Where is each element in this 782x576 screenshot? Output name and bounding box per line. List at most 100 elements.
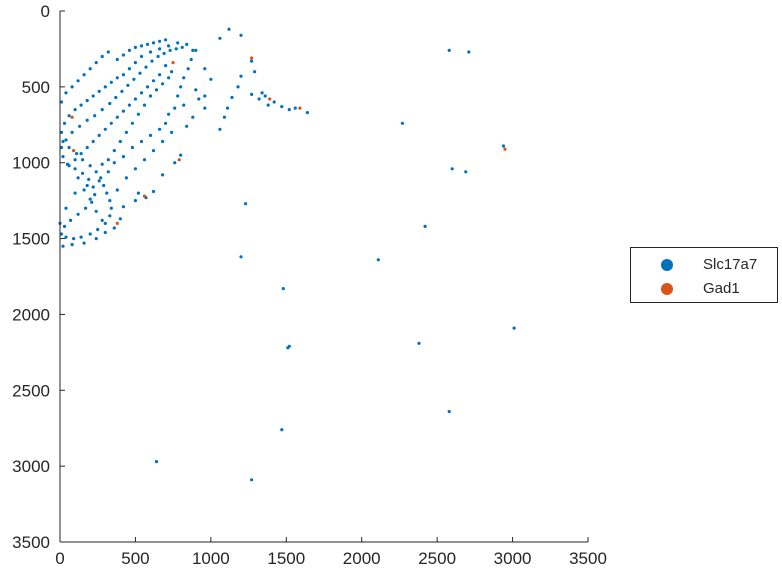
point-slc17a7 [185,124,189,128]
x-tick-label: 2500 [418,549,456,568]
point-slc17a7 [250,92,254,96]
point-slc17a7 [154,460,159,464]
point-slc17a7 [121,53,125,57]
point-slc17a7 [127,48,131,53]
point-slc17a7 [139,44,144,48]
point-slc17a7 [400,121,404,125]
point-slc17a7 [280,428,284,432]
legend-marker-gad1-icon [661,283,673,295]
point-slc17a7 [64,206,68,210]
point-slc17a7 [197,97,201,101]
point-slc17a7 [62,121,67,125]
point-slc17a7 [253,70,257,74]
point-slc17a7 [203,106,207,110]
point-slc17a7 [59,130,64,134]
point-slc17a7 [142,158,147,162]
point-slc17a7 [281,287,285,291]
point-slc17a7 [73,158,77,162]
point-slc17a7 [100,162,104,166]
point-slc17a7 [97,89,101,93]
point-slc17a7 [174,47,178,51]
point-slc17a7 [139,54,144,59]
point-slc17a7 [189,57,193,62]
point-slc17a7 [176,94,180,98]
point-slc17a7 [130,145,134,150]
point-slc17a7 [115,188,119,192]
point-slc17a7 [114,95,118,100]
point-slc17a7 [97,133,101,137]
point-slc17a7 [64,138,68,142]
point-slc17a7 [97,179,101,183]
point-slc17a7 [64,235,68,239]
point-slc17a7 [108,214,112,218]
point-slc17a7 [145,85,150,89]
point-slc17a7 [59,145,64,150]
point-slc17a7 [91,94,95,98]
point-slc17a7 [85,183,89,188]
point-gad1 [142,194,147,198]
point-slc17a7 [173,106,177,110]
legend: Slc17a7 Gad1 [630,247,778,303]
point-slc17a7 [158,39,162,43]
point-slc17a7 [148,50,153,54]
point-slc17a7 [79,235,83,239]
point-slc17a7 [69,218,73,222]
legend-label-slc17a7: Slc17a7 [703,256,758,273]
point-slc17a7 [133,45,137,50]
point-slc17a7 [61,155,65,159]
point-slc17a7 [148,133,153,137]
point-slc17a7 [136,112,140,116]
x-tick-label: 3500 [569,549,607,568]
point-slc17a7 [73,191,77,195]
point-slc17a7 [126,83,130,87]
point-slc17a7 [191,48,195,53]
point-slc17a7 [109,121,113,125]
point-slc17a7 [180,45,184,50]
point-slc17a7 [130,121,134,125]
point-slc17a7 [76,79,80,83]
point-slc17a7 [227,27,231,31]
point-slc17a7 [164,121,168,125]
point-slc17a7 [94,209,98,213]
point-slc17a7 [124,130,128,134]
point-slc17a7 [167,112,171,116]
point-slc17a7 [94,237,98,241]
point-slc17a7 [417,341,421,345]
point-slc17a7 [88,67,92,71]
point-slc17a7 [272,100,276,104]
point-slc17a7 [59,100,64,104]
point-slc17a7 [447,409,451,414]
point-slc17a7 [244,202,248,206]
point-slc17a7 [209,77,213,81]
point-slc17a7 [118,217,122,221]
point-slc17a7 [194,88,198,92]
point-slc17a7 [115,115,119,119]
point-slc17a7 [67,145,71,150]
point-slc17a7 [81,171,85,175]
point-slc17a7 [133,199,137,203]
point-slc17a7 [67,164,71,168]
point-slc17a7 [158,73,162,77]
point-slc17a7 [501,144,506,148]
point-slc17a7 [90,200,94,204]
point-slc17a7 [91,139,95,144]
point-slc17a7 [148,94,153,98]
point-slc17a7 [173,161,177,165]
point-slc17a7 [106,170,110,174]
point-slc17a7 [112,161,116,165]
point-slc17a7 [78,124,82,128]
point-slc17a7 [151,149,156,153]
point-slc17a7 [257,97,261,101]
axes [59,10,589,543]
y-tick-label: 3000 [12,457,50,476]
legend-marker-slc17a7-icon [661,259,673,271]
point-slc17a7 [127,103,131,107]
point-slc17a7 [138,71,142,75]
point-slc17a7 [120,89,124,93]
point-gad1 [503,147,507,151]
point-slc17a7 [144,65,148,69]
point-slc17a7 [70,130,74,134]
point-slc17a7 [222,115,226,119]
point-slc17a7 [82,73,86,77]
point-slc17a7 [121,155,125,159]
